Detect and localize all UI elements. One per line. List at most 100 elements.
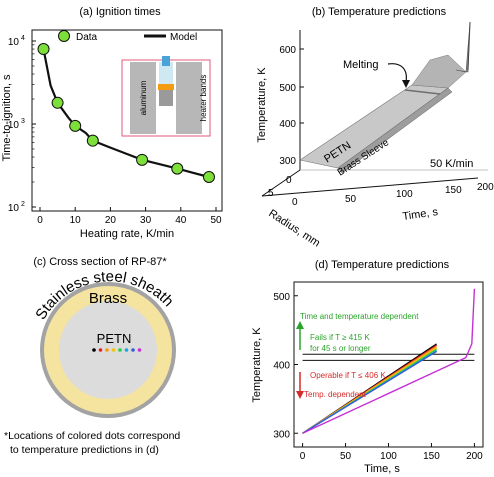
time-tick-label: 150 [445, 185, 462, 196]
panel-b-time-ticks: 0 50 100 150 200 [292, 182, 494, 208]
panel-b: (b) Temperature predictions 600 500 400 … [256, 6, 494, 249]
inset-charge [158, 84, 174, 90]
data-point [69, 119, 82, 132]
z-tick-label: 400 [279, 119, 296, 130]
x-tick-label: 50 [210, 215, 222, 226]
inset-aluminum-label: aluminum [139, 80, 148, 115]
panel-b-radius-axis [261, 169, 301, 197]
inset-plug [159, 90, 173, 106]
temperature-lines [302, 288, 476, 434]
panel-b-time-label: Time, s [402, 206, 439, 223]
data-point [51, 96, 64, 109]
x-tick-label: 0 [300, 451, 306, 462]
inset-aluminum-right [176, 62, 202, 134]
location-dot [111, 348, 116, 352]
green-note-2: for 45 s or longer [310, 344, 371, 353]
panel-a-x-ticks: 0 10 20 30 40 50 [37, 207, 222, 226]
panel-d: (d) Temperature predictions 0 50 100 150 200… [251, 259, 484, 475]
z-tick-label: 500 [279, 83, 296, 94]
x-tick-label: 30 [140, 215, 152, 226]
surface-ramp [411, 54, 467, 89]
temperature-series-line [302, 350, 437, 434]
legend-data-marker [58, 30, 70, 42]
panel-d-x-label: Time, s [364, 463, 400, 475]
location-dot [105, 348, 109, 352]
location-dot [137, 348, 142, 352]
melting-label: Melting [343, 59, 378, 71]
panel-b-time-axis [261, 177, 479, 197]
red-note: Operable if T ≤ 406 K [310, 371, 386, 380]
z-tick-label: 600 [279, 45, 296, 56]
x-tick-label: 200 [466, 451, 483, 462]
time-tick-label: 100 [396, 189, 413, 200]
y-tick-label: 10 [8, 120, 20, 131]
panel-d-caption: (d) Temperature predictions [315, 259, 450, 271]
time-tick-label: 0 [292, 197, 298, 208]
temperature-series-line [302, 288, 476, 434]
location-dot [98, 348, 103, 352]
data-point [37, 43, 50, 56]
panel-d-frame [293, 281, 484, 448]
radius-tick-label: 0 [286, 175, 292, 186]
location-dot [118, 348, 122, 352]
melting-arrow [387, 63, 407, 83]
panel-d-y-label: Temperature, K [251, 327, 263, 403]
radius-tick-label: 5 [268, 188, 274, 199]
temperature-surface [299, 21, 471, 174]
y-tick-exponent: 3 [21, 118, 25, 125]
footnote-line-2: to temperature predictions in (d) [10, 444, 159, 456]
x-tick-label: 100 [380, 451, 397, 462]
y-tick-label: 10 [8, 37, 20, 48]
legend-data-label: Data [76, 32, 98, 43]
time-tick-label: 200 [477, 182, 494, 193]
location-dots [92, 348, 142, 352]
footnote-line-1: *Locations of colored dots correspond [4, 430, 180, 442]
inset-heater-label: heater bands [199, 75, 208, 122]
inset-aluminum-left [130, 62, 156, 134]
location-dot [131, 348, 135, 352]
rate-label: 50 K/min [430, 158, 473, 170]
y-tick-exponent: 4 [21, 35, 25, 42]
panel-a-y-label: Time-to-ignition, s [1, 74, 13, 162]
panel-a-inset: aluminum heater bands [121, 56, 211, 137]
panel-d-y-ticks: 500 400 300 [273, 292, 298, 440]
panel-b-radius-ticks: 0 5 [268, 175, 292, 199]
y-tick-label: 10 [8, 203, 20, 214]
panel-a-caption: (a) Ignition times [79, 6, 161, 18]
red-title: Temp. dependent [304, 390, 367, 399]
panel-b-caption: (b) Temperature predictions [312, 6, 447, 18]
x-tick-label: 40 [175, 215, 187, 226]
y-tick-label: 400 [273, 361, 290, 372]
petn-core-label: PETN [97, 331, 132, 346]
y-tick-label: 500 [273, 292, 290, 303]
panel-b-radius-label: Radius, mm [266, 207, 322, 249]
data-point [136, 153, 149, 166]
x-tick-label: 50 [340, 451, 352, 462]
panel-a-x-label: Heating rate, K/min [80, 228, 174, 240]
melting-arrowhead [402, 80, 410, 88]
panel-c-caption: (c) Cross section of RP-87* [33, 256, 167, 268]
surface-spike-line [467, 21, 471, 71]
panel-a-legend: Data Model [58, 30, 197, 43]
panel-d-x-ticks: 0 50 100 150 200 [300, 443, 483, 462]
location-dot [92, 348, 96, 352]
location-dot [124, 348, 129, 352]
y-tick-label: 300 [273, 429, 290, 440]
surface-front [337, 87, 453, 174]
data-points [37, 43, 215, 183]
x-tick-label: 150 [423, 451, 440, 462]
panel-a-frame [31, 29, 223, 212]
inset-core-top [162, 56, 170, 66]
y-tick-exponent: 2 [21, 201, 25, 208]
time-tick-label: 50 [345, 194, 357, 205]
panel-c: (c) Cross section of RP-87* Stainless st… [4, 256, 180, 456]
red-arrowhead [296, 391, 304, 399]
green-note-1: Fails if T ≥ 415 K [310, 333, 370, 342]
green-title: Time and temperature dependent [300, 312, 419, 321]
data-point [86, 134, 99, 147]
x-tick-label: 0 [37, 215, 43, 226]
brass-label: Brass [89, 290, 127, 307]
